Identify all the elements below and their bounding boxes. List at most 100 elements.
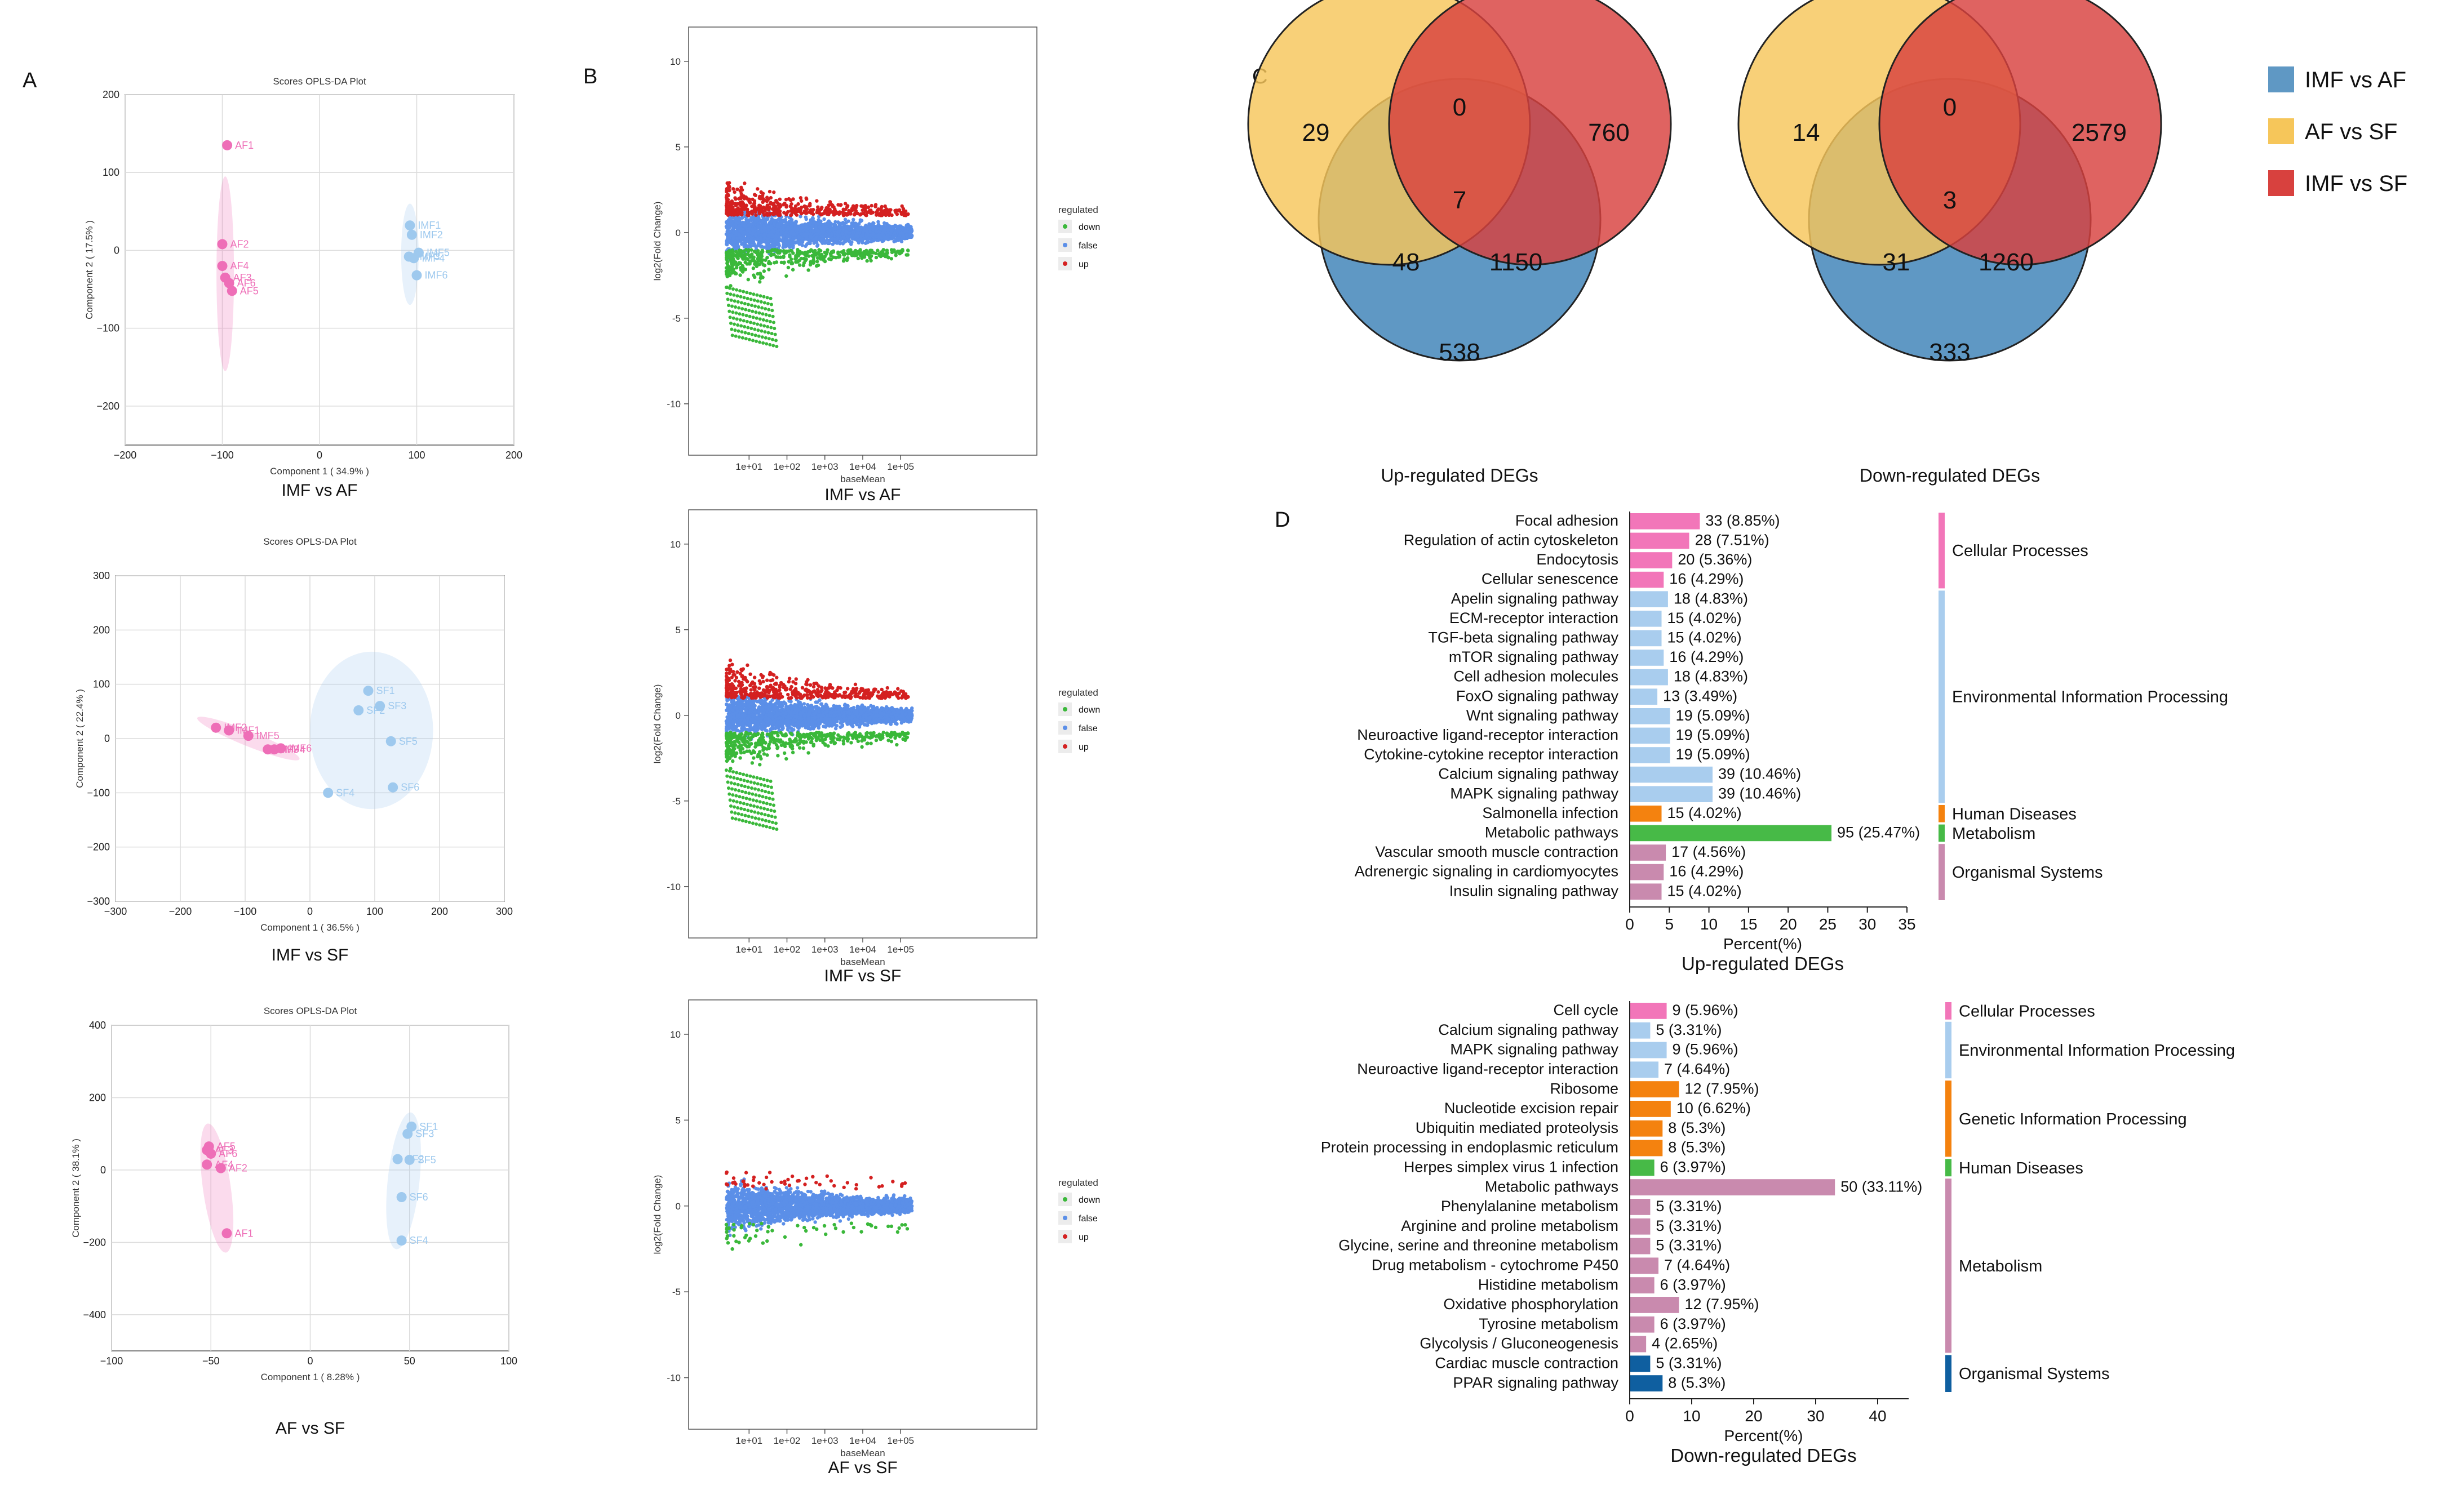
sample-point-imf1 [405,220,415,231]
point-down [772,252,776,257]
point-up [760,207,764,211]
plot-title: Scores OPLS-DA Plot [263,536,357,547]
point-false [836,233,840,237]
point-false [756,230,760,234]
point-up [789,198,793,202]
point-down [906,253,910,257]
point-up [826,207,830,211]
point-false [882,235,886,239]
point-down [745,291,749,295]
point-down [757,305,761,309]
sample-point-sf3 [402,1128,413,1139]
point-up [819,212,823,217]
y-tick-label: -5 [672,313,681,324]
point-down [906,248,910,252]
point-down [746,326,750,330]
point-false [809,235,814,239]
point-down [731,316,735,320]
point-false [839,221,843,225]
point-down [746,252,749,256]
point-down [768,343,772,346]
point-up [789,202,793,206]
panel-label-d: D [1275,508,1290,532]
point-up [879,206,883,211]
sample-label: IMF6 [289,742,312,754]
y-tick-label: −400 [83,1309,106,1320]
point-false [726,234,731,238]
point-down [758,340,762,344]
point-down [734,266,739,270]
point-false [858,218,863,222]
point-up [743,181,747,185]
point-up [778,197,782,201]
point-down [740,336,744,340]
sample-label: SF4 [336,787,354,798]
point-down [787,260,791,264]
point-down [765,256,769,260]
point-down [832,255,836,259]
y-tick-label: 200 [93,624,110,635]
point-false [788,245,792,249]
panel-label-a: A [23,69,37,92]
point-down [753,333,757,337]
point-up [794,207,798,212]
point-down [877,254,881,257]
point-down [756,322,760,326]
point-false [897,238,901,242]
point-false [803,222,808,226]
point-down [746,303,750,306]
point-false [861,230,865,235]
x-tick-label: −50 [202,1355,220,1367]
point-down [749,297,753,301]
point-up [760,194,765,198]
sample-label: IMF6 [425,270,448,281]
point-false [828,234,832,238]
point-down [899,249,903,253]
point-false [811,216,815,220]
x-tick-label: 100 [408,450,425,461]
point-false [867,222,871,226]
point-false [818,698,822,702]
point-false [782,240,786,244]
point-false [839,238,843,242]
point-false [811,229,815,234]
y-tick-label: −200 [96,401,119,412]
point-false [749,216,753,220]
point-down [752,275,757,279]
point-false [814,237,818,241]
point-false [886,228,890,232]
point-up [737,208,741,213]
point-false [843,217,848,221]
point-down [744,314,748,318]
point-down [850,252,854,256]
point-down [748,321,752,324]
point-false [786,233,789,238]
sample-label: AF6 [237,277,256,288]
point-down [741,313,745,317]
y-tick-label: 200 [103,89,119,100]
point-down [806,250,810,254]
point-down [765,342,769,346]
point-false [729,219,733,223]
point-down [770,309,774,313]
x-tick-label: −100 [234,906,257,917]
sample-label: IMF1 [237,725,260,736]
point-up [800,205,804,210]
point-down [778,251,782,255]
point-up [783,201,787,206]
point-up [725,181,729,185]
point-down [846,248,850,253]
point-false [846,219,850,223]
pca-plot-imf-vs-sf: −300 −200 −100 0 100 200 300−300−200−100010020… [74,536,513,964]
point-down [756,328,760,332]
point-down [740,250,745,254]
point-false [789,224,794,228]
point-false [835,241,839,245]
sample-label: AF2 [230,238,249,250]
point-up [762,198,767,202]
sample-point-af2 [217,239,228,250]
point-down [829,251,833,255]
point-false [789,232,793,235]
point-up [730,206,735,210]
point-false [814,232,819,236]
